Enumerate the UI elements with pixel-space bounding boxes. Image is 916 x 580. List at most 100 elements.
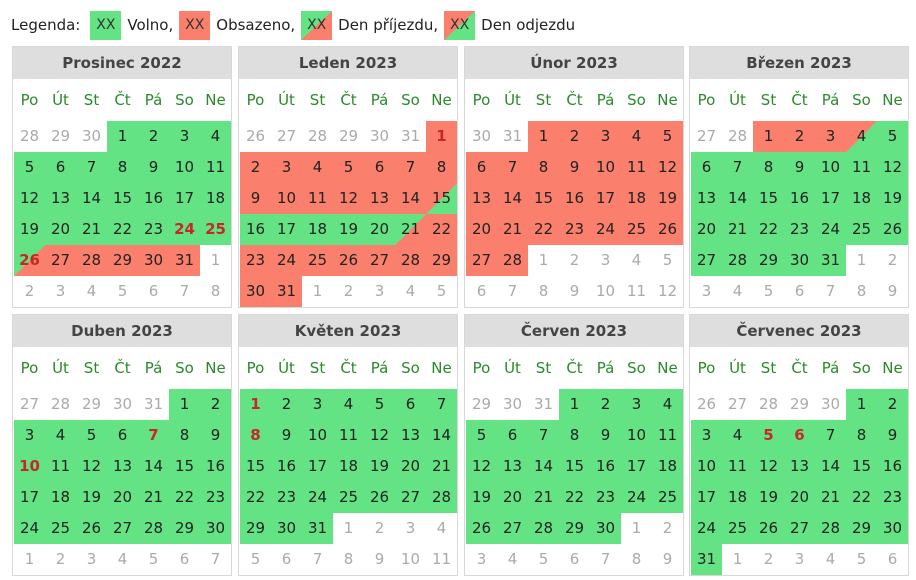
day-cell[interactable]: 30 [240,276,271,307]
day-cell[interactable]: 26 [364,482,395,513]
day-cell[interactable]: 9 [590,420,621,451]
day-cell[interactable]: 19 [753,482,784,513]
day-cell[interactable]: 25 [846,214,877,245]
day-cell[interactable]: 28 [395,245,426,276]
day-cell[interactable]: 7 [76,152,107,183]
day-cell[interactable]: 19 [466,482,497,513]
day-cell[interactable]: 1 [528,121,559,152]
day-cell[interactable]: 24 [621,482,652,513]
day-cell[interactable]: 11 [333,420,364,451]
day-cell[interactable]: 26 [753,513,784,544]
day-cell[interactable]: 5 [466,420,497,451]
day-cell[interactable]: 10 [271,183,302,214]
day-cell[interactable]: 28 [497,245,528,276]
day-cell[interactable]: 15 [846,451,877,482]
day-cell[interactable]: 15 [169,451,200,482]
day-cell[interactable]: 22 [559,482,590,513]
day-cell[interactable]: 10 [621,420,652,451]
day-cell[interactable]: 30 [877,513,908,544]
day-cell[interactable]: 11 [200,152,231,183]
day-cell[interactable]: 25 [652,482,683,513]
day-cell[interactable]: 8 [559,420,590,451]
day-cell[interactable]: 8 [753,152,784,183]
day-cell[interactable]: 23 [877,482,908,513]
day-cell[interactable]: 28 [722,245,753,276]
day-cell[interactable]: 3 [621,389,652,420]
day-cell[interactable]: 16 [590,451,621,482]
day-cell[interactable]: 23 [200,482,231,513]
day-cell[interactable]: 8 [169,420,200,451]
day-cell[interactable]: 4 [846,121,877,152]
day-cell[interactable]: 18 [621,183,652,214]
day-cell[interactable]: 7 [138,420,169,451]
day-cell[interactable]: 22 [846,482,877,513]
day-cell[interactable]: 17 [815,183,846,214]
day-cell[interactable]: 18 [722,482,753,513]
day-cell[interactable]: 23 [784,214,815,245]
day-cell[interactable]: 5 [333,152,364,183]
day-cell[interactable]: 23 [559,214,590,245]
day-cell[interactable]: 24 [271,245,302,276]
day-cell[interactable]: 16 [240,214,271,245]
day-cell[interactable]: 17 [302,451,333,482]
day-cell[interactable]: 19 [652,183,683,214]
day-cell[interactable]: 13 [466,183,497,214]
day-cell[interactable]: 31 [815,245,846,276]
day-cell[interactable]: 26 [652,214,683,245]
day-cell[interactable]: 6 [364,152,395,183]
day-cell[interactable]: 27 [395,482,426,513]
day-cell[interactable]: 19 [877,183,908,214]
day-cell[interactable]: 26 [466,513,497,544]
day-cell[interactable]: 16 [138,183,169,214]
day-cell[interactable]: 13 [364,183,395,214]
day-cell[interactable]: 8 [107,152,138,183]
day-cell[interactable]: 2 [559,121,590,152]
day-cell[interactable]: 6 [784,420,815,451]
day-cell[interactable]: 20 [691,214,722,245]
day-cell[interactable]: 6 [45,152,76,183]
day-cell[interactable]: 19 [364,451,395,482]
day-cell[interactable]: 9 [271,420,302,451]
day-cell[interactable]: 16 [784,183,815,214]
day-cell[interactable]: 15 [107,183,138,214]
day-cell[interactable]: 22 [107,214,138,245]
day-cell[interactable]: 24 [169,214,200,245]
day-cell[interactable]: 18 [200,183,231,214]
day-cell[interactable]: 9 [138,152,169,183]
day-cell[interactable]: 26 [877,214,908,245]
day-cell[interactable]: 20 [364,214,395,245]
day-cell[interactable]: 17 [621,451,652,482]
day-cell[interactable]: 30 [784,245,815,276]
day-cell[interactable]: 5 [76,420,107,451]
day-cell[interactable]: 9 [200,420,231,451]
day-cell[interactable]: 6 [107,420,138,451]
day-cell[interactable]: 27 [107,513,138,544]
day-cell[interactable]: 26 [14,245,45,276]
day-cell[interactable]: 3 [815,121,846,152]
day-cell[interactable]: 8 [240,420,271,451]
day-cell[interactable]: 10 [590,152,621,183]
day-cell[interactable]: 2 [877,389,908,420]
day-cell[interactable]: 3 [302,389,333,420]
day-cell[interactable]: 4 [621,121,652,152]
day-cell[interactable]: 22 [753,214,784,245]
day-cell[interactable]: 20 [395,451,426,482]
day-cell[interactable]: 30 [200,513,231,544]
day-cell[interactable]: 28 [528,513,559,544]
day-cell[interactable]: 10 [302,420,333,451]
day-cell[interactable]: 13 [45,183,76,214]
day-cell[interactable]: 15 [240,451,271,482]
day-cell[interactable]: 23 [590,482,621,513]
day-cell[interactable]: 25 [333,482,364,513]
day-cell[interactable]: 6 [395,389,426,420]
day-cell[interactable]: 9 [877,420,908,451]
day-cell[interactable]: 14 [76,183,107,214]
day-cell[interactable]: 8 [528,152,559,183]
day-cell[interactable]: 27 [466,245,497,276]
day-cell[interactable]: 15 [528,183,559,214]
day-cell[interactable]: 8 [426,152,457,183]
day-cell[interactable]: 2 [590,389,621,420]
day-cell[interactable]: 15 [559,451,590,482]
day-cell[interactable]: 5 [364,389,395,420]
day-cell[interactable]: 29 [169,513,200,544]
